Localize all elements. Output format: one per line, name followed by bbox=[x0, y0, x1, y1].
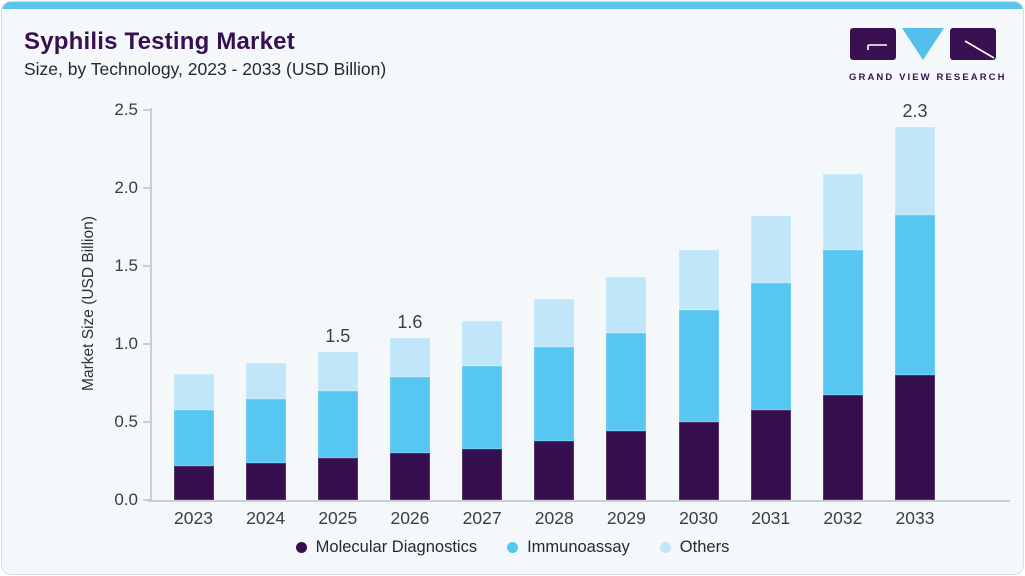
x-tick-label-2026: 2026 bbox=[390, 508, 430, 528]
bar-segment-2025-molecular-diagnostics bbox=[317, 457, 358, 500]
bar-segment-2030-molecular-diagnostics bbox=[678, 422, 719, 500]
bar-segment-2033-immunoassay bbox=[895, 214, 935, 376]
bar-segment-2032-others bbox=[822, 173, 863, 251]
bar-segment-2029-molecular-diagnostics bbox=[606, 431, 647, 500]
bar-segment-2030-others bbox=[678, 250, 719, 310]
legend-dot-icon bbox=[659, 542, 671, 553]
legend-item-immunoassay: Immunoassay bbox=[507, 538, 630, 557]
legend-label: Molecular Diagnostics bbox=[315, 538, 478, 556]
legend-dot-icon bbox=[507, 542, 519, 553]
bar-segment-2027-others bbox=[462, 320, 503, 366]
legend: Molecular Diagnostics Immunoassay Others bbox=[2, 538, 1023, 557]
x-tick-label-2030: 2030 bbox=[679, 508, 719, 528]
x-axis-line bbox=[148, 500, 1010, 502]
bar-segment-2028-immunoassay bbox=[534, 347, 575, 441]
legend-label: Others bbox=[679, 538, 730, 556]
y-tick-label: 1.0 bbox=[114, 334, 138, 353]
x-tick-label-2033: 2033 bbox=[895, 508, 935, 528]
chart-subtitle: Size, by Technology, 2023 - 2033 (USD Bi… bbox=[24, 59, 387, 79]
x-tick-label-2025: 2025 bbox=[318, 508, 358, 528]
bar-segment-2024-others bbox=[245, 362, 286, 399]
bar-segment-2025-others bbox=[317, 351, 358, 391]
bar-segment-2024-immunoassay bbox=[245, 398, 286, 463]
y-axis-label: Market Size (USD Billion) bbox=[80, 216, 97, 391]
y-tick-mark bbox=[143, 265, 150, 267]
gvr-logo-icon bbox=[850, 28, 996, 60]
bar-segment-2023-immunoassay bbox=[173, 409, 214, 466]
legend-dot-icon bbox=[295, 542, 307, 553]
bar-segment-2031-immunoassay bbox=[750, 283, 791, 410]
legend-item-molecular-diagnostics: Molecular Diagnostics bbox=[295, 538, 478, 557]
legend-label: Immunoassay bbox=[527, 538, 630, 556]
y-tick-label: 2.5 bbox=[114, 100, 138, 119]
y-tick-mark bbox=[143, 187, 150, 189]
bar-segment-2031-others bbox=[750, 216, 791, 284]
bar-segment-2026-immunoassay bbox=[389, 376, 430, 454]
y-tick-mark bbox=[143, 499, 150, 501]
x-tick-label-2029: 2029 bbox=[606, 508, 646, 528]
bar-annotation-2033: 2.3 bbox=[902, 101, 928, 122]
bar-segment-2023-molecular-diagnostics bbox=[173, 465, 214, 500]
bar-segment-2029-immunoassay bbox=[606, 333, 647, 432]
bar-segment-2031-molecular-diagnostics bbox=[750, 409, 791, 500]
bar-segment-2023-others bbox=[173, 373, 214, 410]
bar-segment-2030-immunoassay bbox=[678, 309, 719, 422]
top-accent-bar bbox=[2, 2, 1023, 9]
x-tick-label-2032: 2032 bbox=[823, 508, 863, 528]
bar-segment-2028-others bbox=[534, 298, 575, 348]
x-tick-label-2024: 2024 bbox=[246, 508, 286, 528]
chart-title: Syphilis Testing Market bbox=[24, 28, 295, 55]
y-tick-mark bbox=[143, 343, 150, 345]
bar-segment-2033-others bbox=[895, 127, 935, 215]
legend-item-others: Others bbox=[659, 538, 730, 557]
bar-segment-2027-molecular-diagnostics bbox=[462, 448, 503, 500]
x-tick-label-2028: 2028 bbox=[534, 508, 574, 528]
bar-segment-2032-molecular-diagnostics bbox=[822, 395, 863, 500]
bar-segment-2027-immunoassay bbox=[462, 365, 503, 449]
x-tick-label-2023: 2023 bbox=[174, 508, 213, 528]
bar-segment-2026-others bbox=[389, 337, 430, 377]
y-tick-mark bbox=[143, 109, 150, 111]
y-tick-label: 0.5 bbox=[114, 412, 138, 431]
bar-segment-2032-immunoassay bbox=[822, 250, 863, 396]
bar-segment-2025-immunoassay bbox=[317, 390, 358, 458]
bar-segment-2033-molecular-diagnostics bbox=[895, 375, 935, 500]
grand-view-research-logo: GRAND VIEW RESEARCH bbox=[849, 28, 1007, 83]
x-tick-label-2027: 2027 bbox=[462, 508, 502, 528]
bar-segment-2028-molecular-diagnostics bbox=[534, 440, 575, 500]
y-tick-label: 2.0 bbox=[114, 178, 138, 197]
logo-text: GRAND VIEW RESEARCH bbox=[849, 72, 1007, 83]
y-tick-label: 0.0 bbox=[114, 490, 138, 509]
bar-annotation-2025: 1.5 bbox=[325, 325, 351, 346]
bar-annotation-2026: 1.6 bbox=[397, 311, 423, 332]
bar-segment-2026-molecular-diagnostics bbox=[389, 453, 430, 500]
y-tick-mark bbox=[143, 421, 150, 423]
bar-segment-2024-molecular-diagnostics bbox=[245, 462, 286, 500]
bar-segment-2029-others bbox=[606, 276, 647, 334]
y-axis-line bbox=[150, 108, 152, 500]
y-tick-label: 1.5 bbox=[114, 256, 138, 275]
x-tick-label-2031: 2031 bbox=[751, 508, 791, 528]
